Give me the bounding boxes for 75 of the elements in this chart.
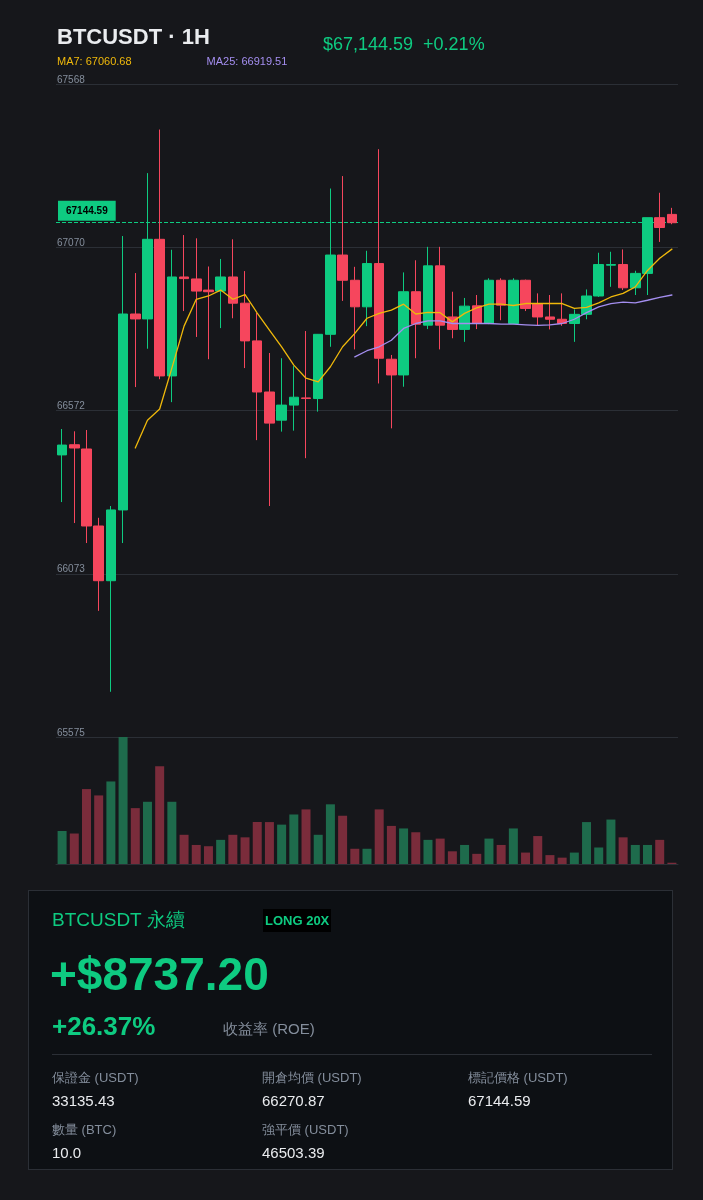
- text: 67144.59: [468, 1092, 532, 1109]
- bar: [142, 801, 152, 864]
- y-tick-label: 66572: [57, 399, 86, 411]
- y-tick-label: 67568: [57, 73, 86, 85]
- bar: [118, 737, 128, 864]
- bar: [277, 824, 287, 864]
- bar: [569, 852, 579, 864]
- bar: [203, 846, 213, 864]
- text: 保證金 (USDT): [52, 1069, 139, 1087]
- bar: [106, 781, 116, 864]
- bar: [630, 844, 640, 864]
- bar: [362, 848, 372, 864]
- bar: [423, 839, 433, 864]
- text: 33135.43: [52, 1092, 116, 1109]
- text: 66270.87: [262, 1092, 326, 1109]
- bar: [264, 822, 274, 864]
- bar: [545, 855, 555, 864]
- bar: [533, 836, 543, 864]
- chart-subtitle: $67,144.59 +0.21%: [323, 34, 485, 54]
- text: +26.37%: [52, 1011, 156, 1042]
- text: +$8737.20: [50, 947, 269, 1001]
- text: 標記價格 (USDT): [468, 1069, 568, 1087]
- bar: [655, 839, 665, 864]
- chart-title: BTCUSDT · 1H: [57, 23, 210, 49]
- bar: [313, 834, 323, 864]
- y-tick-label: 67070: [57, 236, 86, 248]
- text: LONG 20X: [263, 909, 332, 932]
- bar: [57, 830, 67, 864]
- text: 10.0: [52, 1144, 83, 1161]
- bar: [386, 825, 396, 864]
- bar: [325, 804, 335, 864]
- bar: [618, 837, 628, 864]
- bar: [81, 789, 91, 864]
- text: 強平價 (USDT): [262, 1121, 349, 1139]
- bar: [411, 832, 421, 864]
- bar: [472, 853, 482, 864]
- bar: [350, 848, 360, 864]
- bar: [289, 814, 299, 864]
- bar: [606, 819, 616, 864]
- bar: [155, 766, 165, 864]
- bar: [435, 838, 445, 864]
- bar: [594, 847, 604, 864]
- bar: [374, 809, 384, 864]
- bar: [252, 822, 262, 864]
- bar: [399, 828, 409, 864]
- text: MA7: 67060.68: [57, 54, 132, 67]
- text: 數量 (BTC): [52, 1121, 117, 1139]
- text: 開倉均價 (USDT): [262, 1069, 362, 1087]
- bar: [521, 852, 531, 864]
- bar: [301, 809, 311, 864]
- bar: [179, 834, 189, 864]
- bar: [484, 838, 494, 864]
- bar: [643, 844, 653, 864]
- text: 收益率 (ROE): [223, 1020, 315, 1039]
- bar: [130, 808, 140, 864]
- bar: [228, 834, 238, 864]
- y-tick-label: 66073: [57, 563, 86, 575]
- bar: [69, 833, 79, 864]
- ref-line-label: 67144.59: [66, 205, 109, 217]
- bar: [94, 795, 104, 864]
- text: MA25: 66919.51: [206, 54, 288, 67]
- bar: [167, 801, 177, 864]
- text: BTCUSDT 永續: [52, 908, 185, 932]
- bar: [338, 815, 348, 864]
- bar: [496, 844, 506, 864]
- bar: [460, 844, 470, 864]
- bar: [216, 839, 226, 864]
- bar: [557, 857, 567, 864]
- bar: [191, 844, 201, 864]
- y-tick-label: 65575: [57, 726, 86, 738]
- text: 46503.39: [262, 1144, 326, 1161]
- bar: [447, 851, 457, 864]
- bar: [508, 828, 518, 864]
- bar: [240, 837, 250, 864]
- bar: [582, 822, 592, 864]
